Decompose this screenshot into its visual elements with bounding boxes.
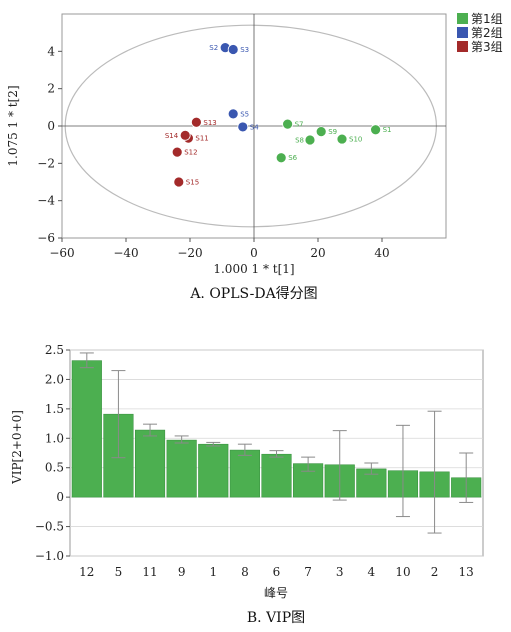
y-tick-label: −0.5: [35, 520, 64, 534]
point-label: S5: [240, 110, 249, 118]
y-axis-label-a: 1.075 1 * t[2]: [6, 85, 20, 166]
vip-bar: [261, 453, 292, 498]
score-point: [171, 146, 183, 158]
score-point: [282, 118, 294, 130]
x-tick-label: 8: [241, 565, 249, 579]
x-tick-label: 6: [273, 565, 281, 579]
point-label: S10: [349, 136, 362, 144]
point-label: S8: [295, 137, 304, 145]
x-tick-label: 10: [395, 565, 410, 579]
x-axis-label-b: 峰号: [264, 586, 288, 600]
y-tick-label: −2: [37, 156, 55, 170]
x-tick-label: 13: [459, 565, 474, 579]
x-tick-label: 4: [368, 565, 376, 579]
y-tick-label: 2: [47, 82, 55, 96]
point-label: S6: [288, 154, 297, 162]
score-point: [190, 116, 202, 128]
x-axis-label-a: 1.000 1 * t[1]: [213, 262, 294, 276]
y-tick-label: 0.5: [45, 461, 64, 475]
score-point: [173, 176, 185, 188]
x-tick-label: 40: [374, 246, 389, 260]
vip-bar-chart: 2.5 2.0 1.5 1.0 0.5 0 −0.5 −1.0 12 5 11 9 1 8 6 7 3 4 10 2…: [10, 343, 484, 626]
point-label: S11: [195, 135, 208, 143]
score-point: [275, 152, 287, 164]
y-tick-label: 2.0: [45, 372, 64, 386]
score-point: [237, 121, 249, 133]
point-label: S3: [240, 46, 249, 54]
point-label: S2: [209, 44, 218, 52]
x-tick-label: 2: [431, 565, 439, 579]
error-bars: [79, 352, 474, 534]
vip-bar: [198, 443, 229, 498]
point-label: S9: [328, 128, 337, 136]
point-label: S1: [383, 126, 392, 134]
y-axis-label-b: VIP[2+0+0]: [10, 410, 24, 485]
y-tick-label: −1.0: [35, 549, 64, 563]
vip-bars: [71, 360, 482, 498]
legend-swatch: [457, 27, 468, 38]
y-tick-label: 2.5: [45, 343, 64, 357]
x-tick-label: 11: [142, 565, 157, 579]
score-point: [315, 126, 327, 138]
caption-b: B. VIP图: [247, 610, 305, 626]
x-axis-ticks-a: −60 −40 −20 0 20 40: [49, 238, 390, 260]
point-label: S7: [295, 121, 304, 129]
x-tick-label: 1: [209, 565, 217, 579]
x-tick-label: −60: [49, 246, 74, 260]
point-label: S13: [203, 119, 216, 127]
legend-label: 第2组: [471, 26, 503, 40]
vip-bar: [229, 449, 260, 498]
y-tick-label: −6: [37, 231, 55, 245]
vip-bar: [134, 429, 166, 498]
x-tick-label: 12: [79, 565, 94, 579]
score-point: [227, 108, 239, 120]
y-tick-label: 0: [56, 490, 64, 504]
caption-a: A. OPLS-DA得分图: [189, 285, 317, 302]
y-axis-ticks-a: 4 2 0 −2 −4 −6: [37, 44, 62, 245]
score-point: [179, 129, 191, 141]
point-label: S4: [250, 123, 259, 131]
y-tick-label: 1.5: [45, 402, 64, 416]
point-label: S14: [165, 132, 179, 140]
x-tick-label: 5: [115, 565, 123, 579]
legend-label: 第3组: [471, 40, 503, 54]
vip-bar: [166, 439, 197, 498]
score-point: [227, 44, 239, 55]
point-label: S12: [184, 149, 197, 157]
x-tick-label: −20: [177, 246, 202, 260]
y-tick-label: 4: [47, 44, 55, 58]
legend-swatch: [457, 41, 468, 52]
y-tick-label: 1.0: [45, 431, 64, 445]
x-tick-label: 3: [336, 565, 344, 579]
score-point: [370, 124, 382, 136]
vip-bar: [71, 360, 102, 498]
x-tick-label: 7: [304, 565, 312, 579]
point-label: S15: [186, 179, 199, 187]
score-point: [336, 133, 348, 145]
score-point: [304, 134, 316, 146]
x-tick-label: 0: [250, 246, 258, 260]
x-tick-label: 20: [310, 246, 325, 260]
legend-swatch: [457, 13, 468, 24]
legend-label: 第1组: [471, 12, 503, 26]
x-axis-ticks-b: 12 5 11 9 1 8 6 7 3 4 10 2 13: [79, 565, 474, 579]
y-tick-label: 0: [47, 119, 55, 133]
x-tick-label: 9: [178, 565, 186, 579]
opls-da-score-plot: −60 −40 −20 0 20 40 420−2−4−6 S1S6S7S8S9S10S2…: [6, 12, 503, 302]
x-tick-label: −40: [113, 246, 138, 260]
y-tick-label: −4: [37, 194, 55, 208]
